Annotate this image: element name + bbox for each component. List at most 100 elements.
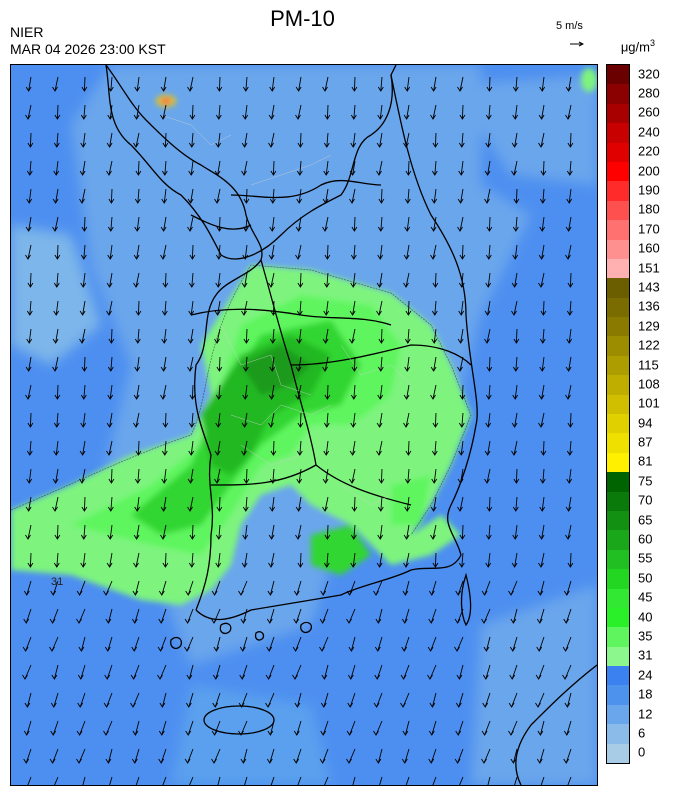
wind-arrow-head <box>297 422 304 428</box>
wind-arrow <box>271 356 275 372</box>
wind-arrow-head <box>565 86 572 92</box>
wind-arrow-head <box>107 254 114 260</box>
wind-arrow-head <box>106 142 113 148</box>
wind-arrow <box>460 328 464 344</box>
wind-arrow-head <box>131 618 138 624</box>
wind-arrow-head <box>160 226 167 232</box>
wind-arrow <box>270 272 275 288</box>
pm10-concentration-map[interactable]: 31 <box>10 64 598 786</box>
wind-arrow <box>189 216 194 232</box>
wind-arrow <box>514 104 518 120</box>
wind-arrow <box>325 328 329 344</box>
wind-arrow <box>28 216 32 232</box>
wind-arrow-head <box>79 450 86 456</box>
wind-arrow <box>299 272 302 288</box>
wind-arrow-head <box>26 310 33 316</box>
legend-swatch <box>607 84 629 105</box>
wind-arrow-head <box>162 142 169 148</box>
wind-arrow-head <box>52 338 59 344</box>
wind-arrow-head <box>108 478 115 484</box>
province-border <box>190 214 252 230</box>
wind-arrow <box>52 608 59 624</box>
legend-swatch <box>607 646 629 667</box>
wind-arrow <box>28 76 32 92</box>
wind-arrow-head <box>377 254 384 260</box>
wind-arrow-head <box>403 142 409 148</box>
wind-arrow <box>110 356 113 372</box>
legend-swatch <box>607 724 629 745</box>
wind-arrow <box>457 580 464 596</box>
wind-arrow-head <box>242 226 249 232</box>
wind-arrow <box>191 384 194 400</box>
wind-arrow-head <box>52 86 58 92</box>
wind-arrow-head <box>216 86 223 92</box>
wind-arrow-head <box>240 758 247 764</box>
wind-arrow-head <box>482 674 489 680</box>
wind-arrow-head <box>431 170 438 176</box>
wind-arrow <box>539 580 545 596</box>
wind-arrow-head <box>457 506 463 512</box>
wind-arrow <box>244 552 248 568</box>
wind-arrow <box>542 468 545 484</box>
wind-arrow <box>403 664 410 680</box>
wind-arrow-head <box>241 282 248 288</box>
wind-arrow-head <box>567 562 574 568</box>
wind-arrow-head <box>431 198 438 204</box>
wind-arrow <box>241 692 248 708</box>
legend-swatch <box>607 142 629 163</box>
wind-arrow-head <box>80 394 87 400</box>
wind-arrow <box>459 356 464 372</box>
wind-arrow-head <box>215 534 222 540</box>
wind-arrow-head <box>108 338 115 344</box>
wind-arrow-head <box>76 730 83 736</box>
wind-arrow-head <box>538 254 545 260</box>
wind-arrow-head <box>508 730 514 736</box>
wind-arrow-head <box>428 758 435 764</box>
wind-arrow <box>568 216 572 232</box>
wind-arrow <box>163 216 167 232</box>
wind-arrow-head <box>430 226 437 232</box>
wind-arrow-head <box>458 142 465 148</box>
wind-arrow-head <box>134 86 141 92</box>
province-border <box>190 308 392 326</box>
wind-arrow-head <box>566 478 573 484</box>
wind-arrow <box>162 104 167 120</box>
wind-arrow <box>567 776 572 785</box>
datetime-label: MAR 04 2026 23:00 KST <box>10 41 166 57</box>
wind-arrow-head <box>295 226 302 232</box>
wind-arrow <box>295 636 302 652</box>
wind-arrow-head <box>211 618 217 624</box>
wind-arrow-head <box>133 142 139 148</box>
wind-arrow <box>326 244 329 260</box>
wind-arrow-head <box>376 562 383 568</box>
wind-arrow <box>542 328 545 344</box>
wind-arrow-head <box>458 450 465 456</box>
wind-arrow-head <box>295 366 302 372</box>
legend-label: 24 <box>638 667 653 683</box>
wind-arrow-head <box>428 590 435 596</box>
wind-arrow <box>515 468 518 484</box>
wind-arrow-head <box>216 506 223 512</box>
wind-arrow-head <box>297 282 304 288</box>
wind-arrow <box>569 132 572 148</box>
wind-arrow-head <box>405 310 412 316</box>
wind-arrow-head <box>567 282 574 288</box>
wind-arrow-head <box>322 198 329 204</box>
wind-arrow <box>162 384 167 400</box>
wind-arrow <box>217 412 221 428</box>
wind-arrow-head <box>564 702 571 708</box>
wind-arrow <box>432 524 437 540</box>
wind-arrow-head <box>79 478 85 484</box>
wind-arrow-head <box>377 366 384 372</box>
wind-arrow <box>488 384 491 400</box>
legend-swatch <box>607 414 629 434</box>
wind-arrow-head <box>432 562 439 568</box>
wind-arrow <box>245 216 248 232</box>
wind-arrow <box>406 216 410 232</box>
wind-arrow <box>325 468 329 484</box>
wind-arrow <box>218 76 221 92</box>
legend-label: 115 <box>638 357 659 373</box>
wind-arrow-head <box>513 198 520 204</box>
wind-arrow <box>217 300 221 316</box>
wind-arrow <box>110 468 113 484</box>
